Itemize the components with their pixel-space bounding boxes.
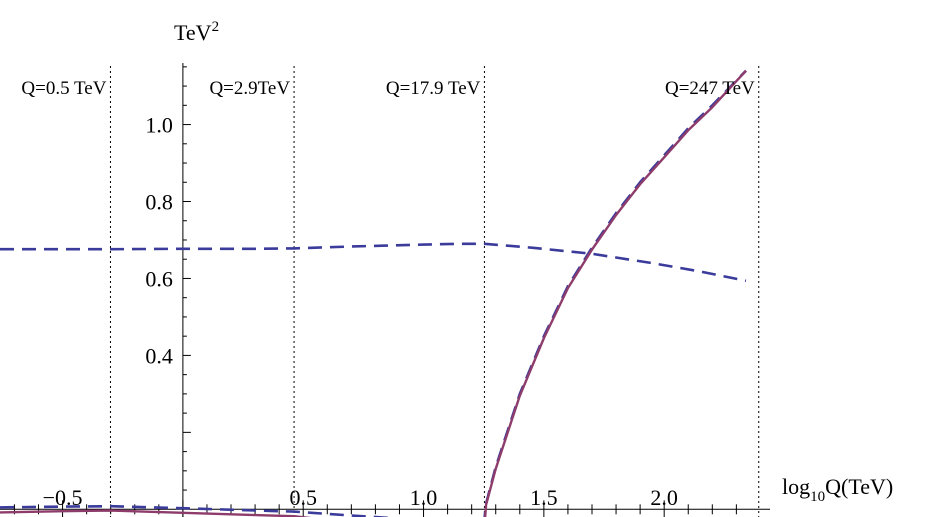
y-tick-label: 1.0 (145, 113, 173, 138)
x-axis-label-base: log (782, 474, 810, 499)
vertical-marker-label: Q=2.9TeV (209, 78, 290, 99)
series-line-3 (0, 69, 747, 517)
vertical-markers (109, 66, 760, 517)
x-tick-label: 1.0 (410, 485, 438, 510)
x-tick-label: 1.5 (530, 485, 558, 510)
vertical-marker-label: Q=0.5 TeV (21, 78, 106, 99)
vertical-marker-label: Q=17.9 TeV (386, 78, 481, 99)
y-axis-label-base: TeV (174, 20, 212, 45)
y-axis-label: TeV2 (174, 19, 219, 45)
y-tick-label: 0.4 (145, 343, 173, 368)
x-axis-label-rest: Q(TeV) (825, 474, 893, 499)
axes (0, 63, 770, 517)
vertical-marker-label: Q=247 TeV (665, 78, 755, 99)
x-axis-label: log10Q(TeV) (782, 474, 893, 505)
series-line-1 (0, 242, 747, 283)
y-tick-label: 0.6 (145, 266, 173, 291)
x-tick-label: 0.5 (289, 485, 317, 510)
y-axis-label-exponent: 2 (212, 19, 220, 35)
labels: −0.5 0.5 1.0 1.5 2.0 0.4 0.6 0.8 1.0 Q=0.5 TeV Q=2… (21, 78, 755, 510)
x-axis-label-subscript: 10 (810, 489, 825, 505)
y-tick-label: 0.8 (145, 190, 173, 215)
series-lines (0, 69, 747, 517)
x-tick-label: −0.5 (43, 485, 83, 510)
series-line-2 (0, 69, 747, 517)
x-tick-label: 2.0 (650, 485, 678, 510)
